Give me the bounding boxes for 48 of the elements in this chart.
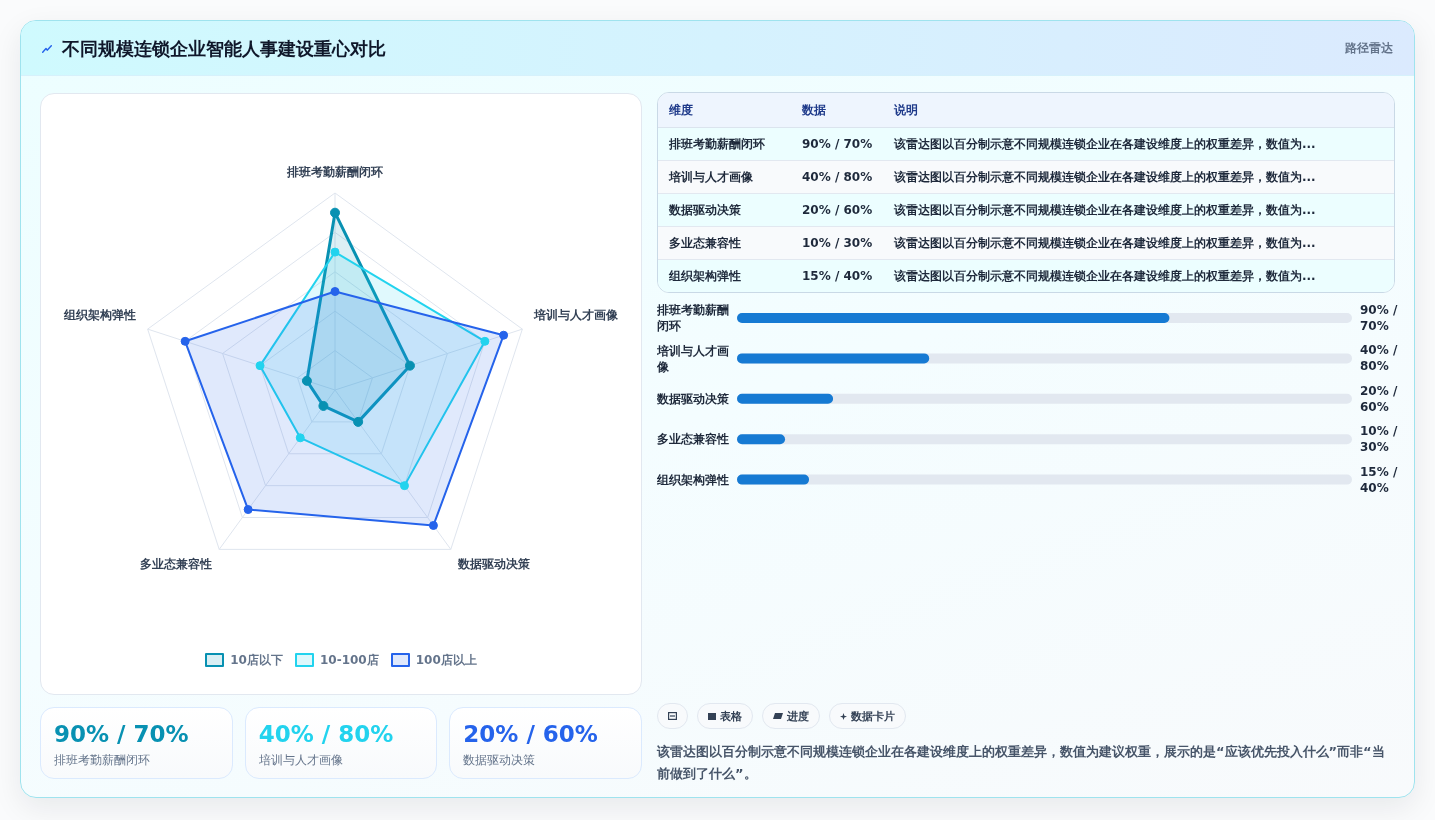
text: 该雷达图以百分制示意不同规模连锁企业在各建设维度上的权重差异，数值为... [894, 269, 1316, 283]
text: 培训与人才画像 [669, 170, 753, 184]
text: 40% / 80% [802, 170, 873, 184]
text: 20% / 60% [463, 721, 598, 747]
text: 排班考勤薪酬闭环 [669, 137, 765, 151]
y-tick-label: 数据驱动决策 [657, 391, 730, 408]
text: 15% / 40% [802, 269, 873, 283]
y-tick-label: 排班考勤薪酬闭环 [657, 302, 730, 336]
text: 数据驱动决策 [669, 203, 741, 217]
spoke-label: 多业态兼容性 [140, 557, 213, 572]
text: 不同规模连锁企业智能人事建设重心对比 [62, 38, 386, 59]
legend-label: 10-100店 [319, 651, 379, 669]
spoke-label: 培训与人才画像 [532, 308, 619, 323]
text: 20% / 60% [802, 203, 873, 217]
category-label: 进度 [787, 708, 809, 724]
spoke-label: 组织架构弹性 [63, 308, 137, 323]
text: 90% / 70% [54, 721, 189, 747]
data-label: 40% / 80% [1360, 342, 1399, 376]
y-tick-label: 培训与人才画像 [657, 342, 730, 376]
data-label: 15% / 40% [1360, 463, 1399, 497]
text: 该雷达图以百分制示意不同规模连锁企业在各建设维度上的权重差异，数值为... [894, 203, 1316, 217]
text: 10% / 30% [802, 236, 873, 250]
data-label: 20% / 60% [1360, 382, 1399, 416]
text: 40% / 80% [258, 721, 394, 747]
y-tick-label: 组织架构弹性 [657, 471, 730, 489]
legend-label: 10店以下 [230, 651, 283, 669]
data-label: 90% / 70% [1360, 302, 1399, 335]
category-label: 排班考勤薪酬闭环 [54, 753, 150, 767]
category-label: 培训与人才画像 [258, 753, 343, 767]
text: 90% / 70% [802, 137, 873, 151]
category-label: 数据卡片 [851, 708, 895, 724]
text: 该雷达图以百分制示意不同规模连锁企业在各建设维度上的权重差异，数值为建议权重，展示的是“应该优先投入什么”而非“当前做到了什么”。 [657, 744, 1385, 781]
legend-label: 100店以上 [415, 651, 477, 669]
text: 该雷达图以百分制示意不同规模连锁企业在各建设维度上的权重差异，数值为... [894, 170, 1316, 184]
text: 该雷达图以百分制示意不同规模连锁企业在各建设维度上的权重差异，数值为... [894, 236, 1316, 250]
text: 多业态兼容性 [669, 236, 741, 250]
data-label: 10% / 30% [1360, 423, 1399, 457]
category-label: 表格 [720, 708, 742, 724]
text: 该雷达图以百分制示意不同规模连锁企业在各建设维度上的权重差异，数值为... [894, 137, 1316, 151]
text: 组织架构弹性 [669, 269, 741, 283]
category-label: 数据 [802, 103, 826, 117]
category-label: 说明 [894, 103, 918, 117]
category-label: 数据驱动决策 [463, 753, 536, 767]
y-tick-label: 多业态兼容性 [657, 431, 730, 449]
text: 路径雷达 [1345, 41, 1393, 55]
spoke-label: 数据驱动决策 [456, 557, 531, 572]
spoke-label: 排班考勤薪酬闭环 [286, 165, 383, 179]
category-label: 维度 [669, 103, 693, 117]
